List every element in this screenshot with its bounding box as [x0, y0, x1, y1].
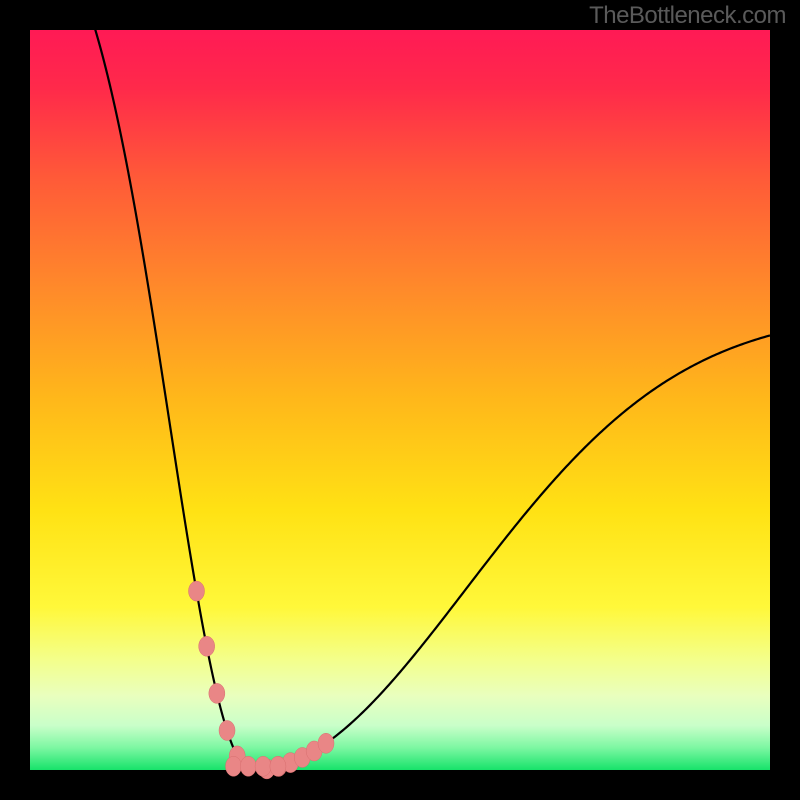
- figure-container: TheBottleneck.com: [0, 0, 800, 800]
- plot-background: [30, 30, 770, 770]
- data-dot: [318, 733, 334, 753]
- bottleneck-chart: [0, 0, 800, 800]
- data-dot: [270, 756, 286, 776]
- data-dot: [199, 636, 215, 656]
- watermark-text: TheBottleneck.com: [589, 2, 786, 30]
- data-dot: [240, 756, 256, 776]
- data-dot: [255, 756, 271, 776]
- data-dot: [219, 720, 235, 740]
- data-dot: [209, 683, 225, 703]
- data-dot: [189, 581, 205, 601]
- data-dot: [226, 756, 242, 776]
